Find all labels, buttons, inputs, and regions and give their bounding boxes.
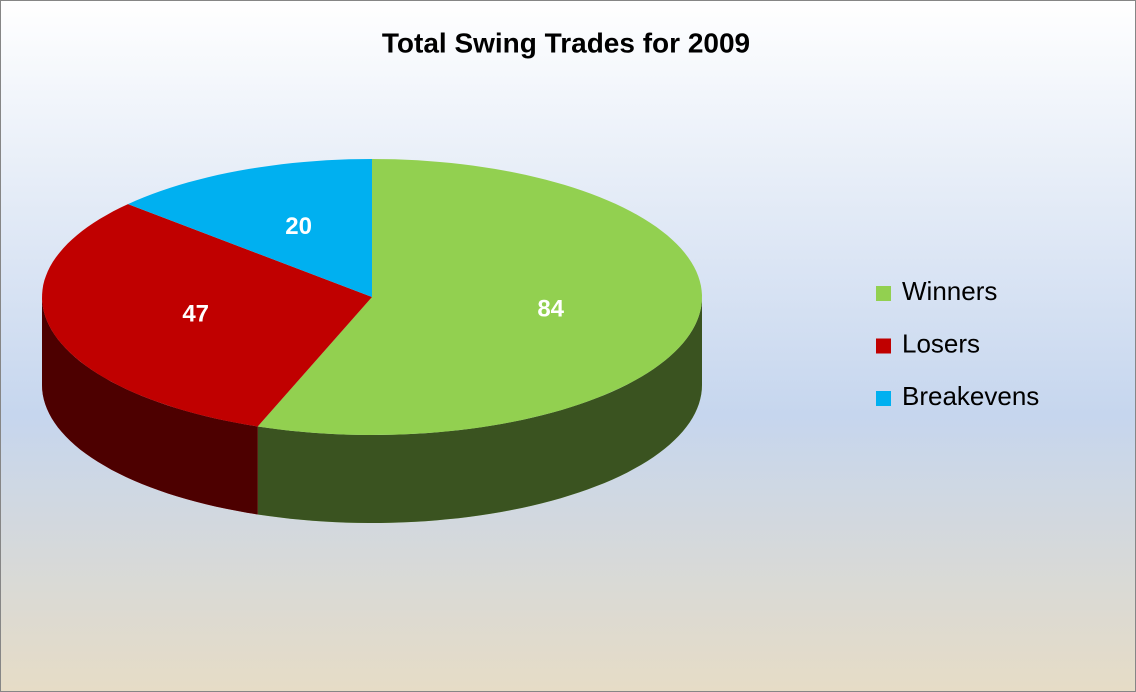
slice-side-shade [257, 297, 702, 523]
slice [128, 159, 372, 297]
legend-label: Breakevens [902, 381, 1039, 411]
data-label: 84 [537, 296, 564, 323]
slice [257, 159, 702, 435]
slice [42, 204, 372, 427]
legend-swatch [876, 338, 891, 354]
slice-side-shade [42, 297, 258, 515]
legend-swatch [876, 391, 891, 406]
chart-title: Total Swing Trades for 2009 [382, 27, 750, 58]
legend-swatch [876, 286, 891, 301]
legend-label: Losers [902, 328, 980, 358]
legend-label: Winners [902, 276, 997, 306]
data-label: 47 [182, 300, 209, 327]
data-label: 20 [285, 213, 312, 240]
